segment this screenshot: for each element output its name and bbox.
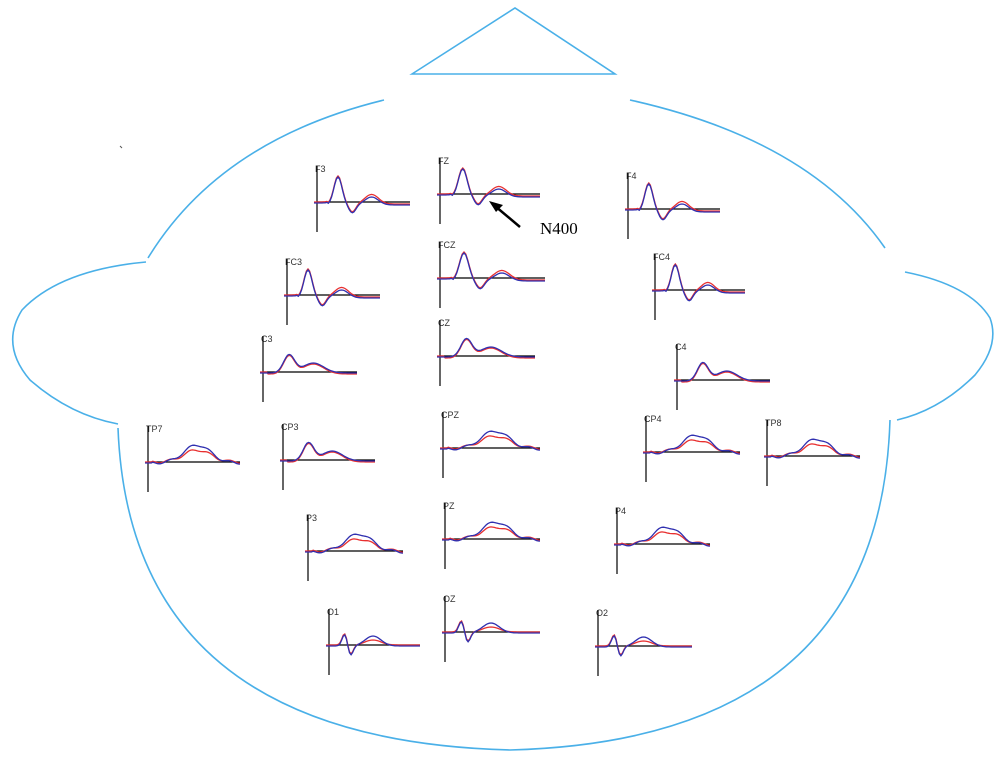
waveform-condition-b [260, 354, 357, 373]
waveform-condition-b [314, 177, 410, 213]
electrode-label: FCZ [438, 240, 456, 250]
head-outline-right [630, 100, 885, 248]
waveform-condition-b [440, 431, 540, 450]
waveform-condition-a [437, 252, 545, 288]
nose [412, 8, 615, 74]
waveform-condition-b [614, 527, 710, 546]
waveform-condition-b [652, 265, 745, 301]
waveform-condition-b [284, 270, 380, 306]
waveform-condition-a [437, 168, 540, 204]
electrode-label: CPZ [441, 410, 460, 420]
electrode-label: CP3 [281, 422, 299, 432]
right-ear [897, 272, 993, 420]
erp-topography: N400 F3FZF4FC3FCZFC4C3CZC4TP7CP3CPZCP4TP… [0, 0, 997, 759]
dot [120, 146, 122, 148]
waveform-condition-b [625, 184, 720, 220]
waveform-condition-a [284, 269, 380, 305]
waveform-condition-a [314, 176, 410, 212]
waveform-condition-b [437, 338, 535, 357]
left-ear [13, 262, 146, 424]
head-outline-bottom [118, 420, 890, 750]
waveform-condition-b [442, 522, 540, 541]
waveform-condition-b [145, 445, 240, 464]
head-outline-left [148, 100, 384, 258]
electrode-label: CP4 [644, 414, 662, 424]
waveform-condition-a [652, 264, 745, 300]
waveform-condition-b [764, 439, 860, 458]
waveform-condition-b [674, 362, 770, 381]
waveform-condition-b [280, 442, 375, 461]
waveform-condition-b [643, 435, 740, 454]
waveform-condition-b [437, 169, 540, 205]
waveform-condition-b [305, 534, 403, 553]
annotation: N400 [540, 219, 578, 238]
waveform-condition-a [625, 183, 720, 219]
waveform-condition-b [437, 253, 545, 289]
